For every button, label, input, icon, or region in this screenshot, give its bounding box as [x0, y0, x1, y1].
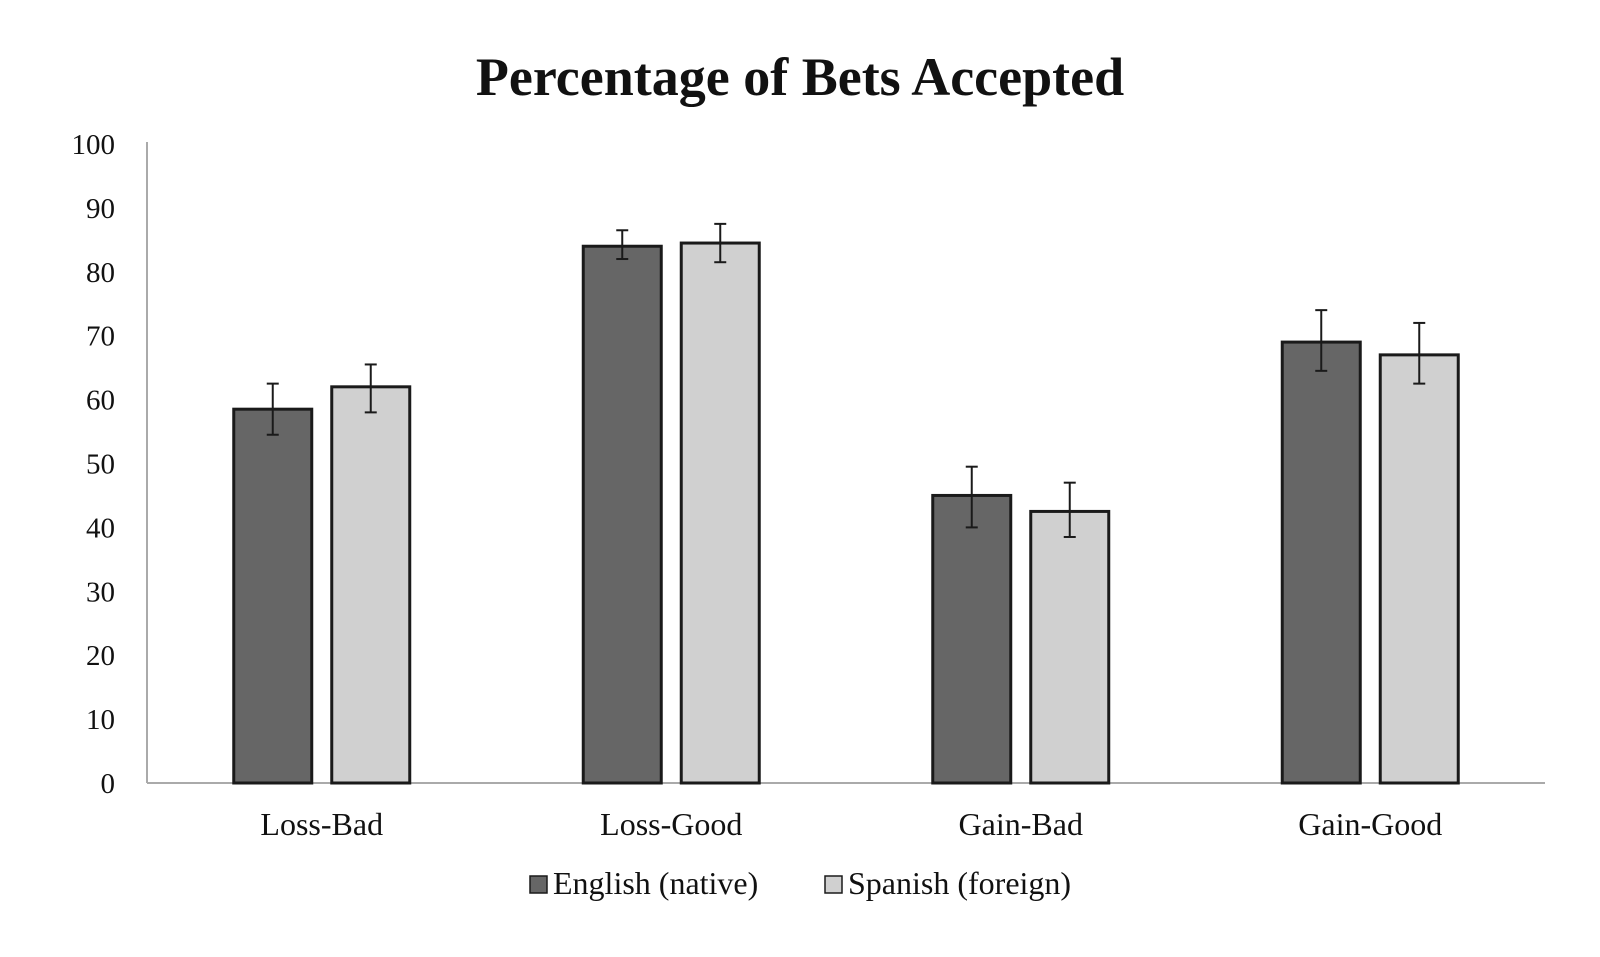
x-category-label: Loss-Bad	[260, 806, 383, 842]
x-category-label: Gain-Good	[1298, 806, 1442, 842]
bar-loss-bad-spanish	[330, 385, 412, 785]
plot-area: 0 10 20 30 40 50 60 70 80 90 100 Loss-Bad Loss-Good G…	[72, 129, 1545, 842]
legend-swatch-spanish	[824, 875, 843, 894]
y-tick-label: 40	[86, 512, 115, 544]
y-tick-label: 10	[86, 704, 115, 736]
y-tick-label: 50	[86, 449, 115, 481]
legend-label-spanish: Spanish (foreign)	[848, 865, 1071, 901]
y-tick-label: 0	[101, 768, 116, 800]
bar-loss-bad-english	[232, 407, 314, 785]
x-category-label: Loss-Good	[600, 806, 742, 842]
chart-title: Percentage of Bets Accepted	[476, 47, 1124, 107]
x-category-label: Gain-Bad	[959, 806, 1083, 842]
legend: English (native) Spanish (foreign)	[529, 865, 1071, 901]
bar-loss-good-english	[581, 244, 663, 785]
y-tick-label: 80	[86, 257, 115, 289]
bar-gain-good-english	[1280, 340, 1362, 785]
bar-loss-good-spanish	[679, 241, 761, 785]
y-tick-label: 70	[86, 321, 115, 353]
legend-label-english: English (native)	[553, 865, 758, 901]
y-tick-label: 20	[86, 640, 115, 672]
y-tick-label: 100	[72, 129, 116, 161]
bar-gain-bad-english	[931, 493, 1013, 785]
y-tick-label: 90	[86, 193, 115, 225]
bar-gain-bad-spanish	[1029, 509, 1111, 785]
bar-gain-good-spanish	[1378, 353, 1460, 785]
legend-swatch-english	[529, 875, 548, 894]
y-tick-label: 30	[86, 576, 115, 608]
y-tick-label: 60	[86, 385, 115, 417]
